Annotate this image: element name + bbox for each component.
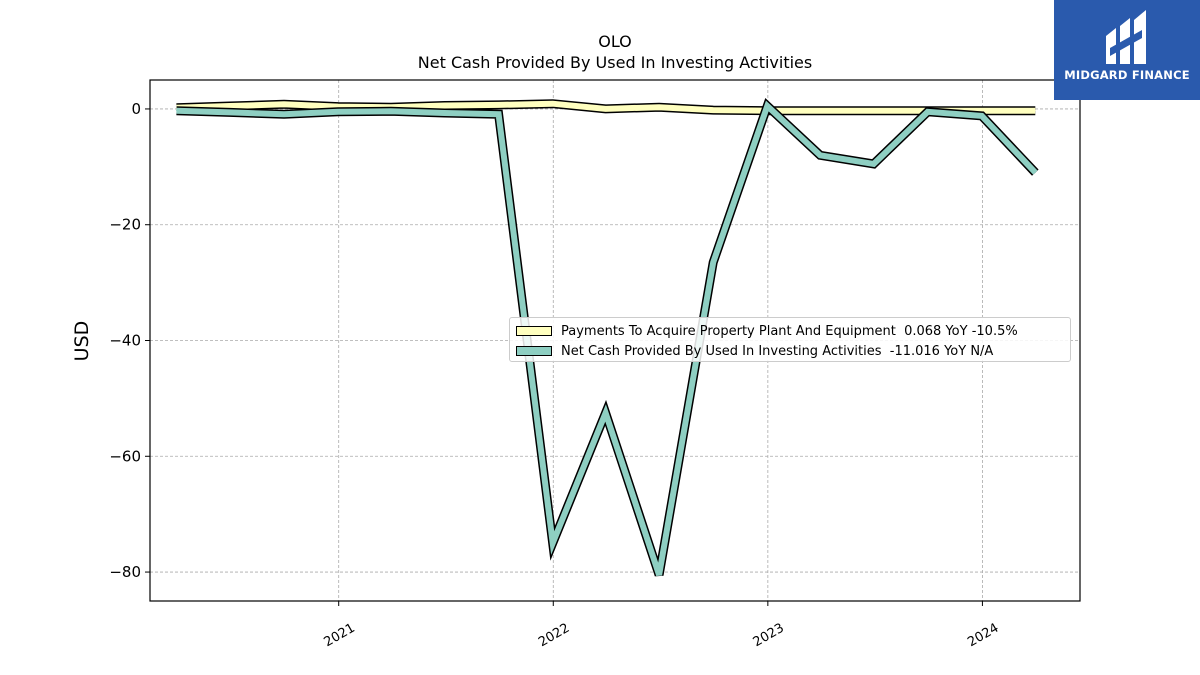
y-tick-label: 0: [131, 100, 141, 118]
legend-label-investing: Net Cash Provided By Used In Investing A…: [561, 343, 994, 359]
legend-swatch-investing: [516, 346, 552, 356]
data-point-ppe: [712, 109, 714, 111]
data-point-ppe: [444, 104, 446, 106]
data-point-investing: [981, 115, 983, 117]
series-layer: [175, 97, 1039, 577]
midgard-finance-logo: MIDGARD FINANCE: [1054, 0, 1200, 100]
data-point-ppe: [1034, 110, 1036, 112]
data-point-investing: [605, 412, 607, 414]
data-point-ppe: [873, 110, 875, 112]
x-tick-label: 2022: [536, 621, 572, 651]
y-tick-label: −40: [109, 332, 141, 350]
x-tick-label: 2024: [965, 621, 1001, 651]
data-point-investing: [658, 574, 660, 576]
data-point-ppe: [658, 106, 660, 108]
plot-frame: [149, 79, 1081, 602]
data-point-investing: [712, 261, 714, 263]
data-point-investing: [283, 113, 285, 115]
data-point-investing: [175, 110, 177, 112]
legend-item-ppe: Payments To Acquire Property Plant And E…: [516, 321, 1064, 341]
legend-label-ppe: Payments To Acquire Property Plant And E…: [561, 323, 1018, 339]
y-tick-label: −80: [109, 563, 141, 581]
data-point-investing: [444, 112, 446, 114]
chart-subtitle: Net Cash Provided By Used In Investing A…: [418, 53, 812, 72]
legend: Payments To Acquire Property Plant And E…: [509, 317, 1071, 362]
data-point-investing: [552, 542, 554, 544]
data-point-ppe: [498, 104, 500, 106]
data-point-ppe: [283, 103, 285, 105]
data-point-ppe: [605, 108, 607, 110]
midgard-logo-icon: [1106, 10, 1146, 64]
data-point-ppe: [337, 106, 339, 108]
data-point-investing: [873, 163, 875, 165]
axes: 0 −20 −40 −60 −80 2021 2022 2023 2024: [109, 79, 1081, 651]
x-tick-label: 2023: [751, 621, 787, 651]
data-point-investing: [819, 154, 821, 156]
legend-swatch-ppe: [516, 326, 552, 336]
data-point-ppe: [981, 110, 983, 112]
data-point-ppe: [552, 103, 554, 105]
legend-item-investing: Net Cash Provided By Used In Investing A…: [516, 341, 1064, 361]
data-point-investing: [229, 111, 231, 113]
y-tick-label: −20: [109, 216, 141, 234]
data-point-ppe: [819, 110, 821, 112]
data-point-investing: [927, 111, 929, 113]
data-point-investing: [498, 113, 500, 115]
data-point-investing: [766, 105, 768, 107]
chart-title: OLO: [598, 32, 632, 51]
logo-text: MIDGARD FINANCE: [1064, 68, 1190, 82]
y-tick-label: −60: [109, 447, 141, 465]
data-point-investing: [1034, 172, 1036, 174]
x-tick-label: 2021: [322, 621, 358, 651]
y-axis-label: USD: [71, 321, 93, 362]
data-point-investing: [390, 110, 392, 112]
data-point-ppe: [229, 105, 231, 107]
data-point-investing: [337, 111, 339, 113]
